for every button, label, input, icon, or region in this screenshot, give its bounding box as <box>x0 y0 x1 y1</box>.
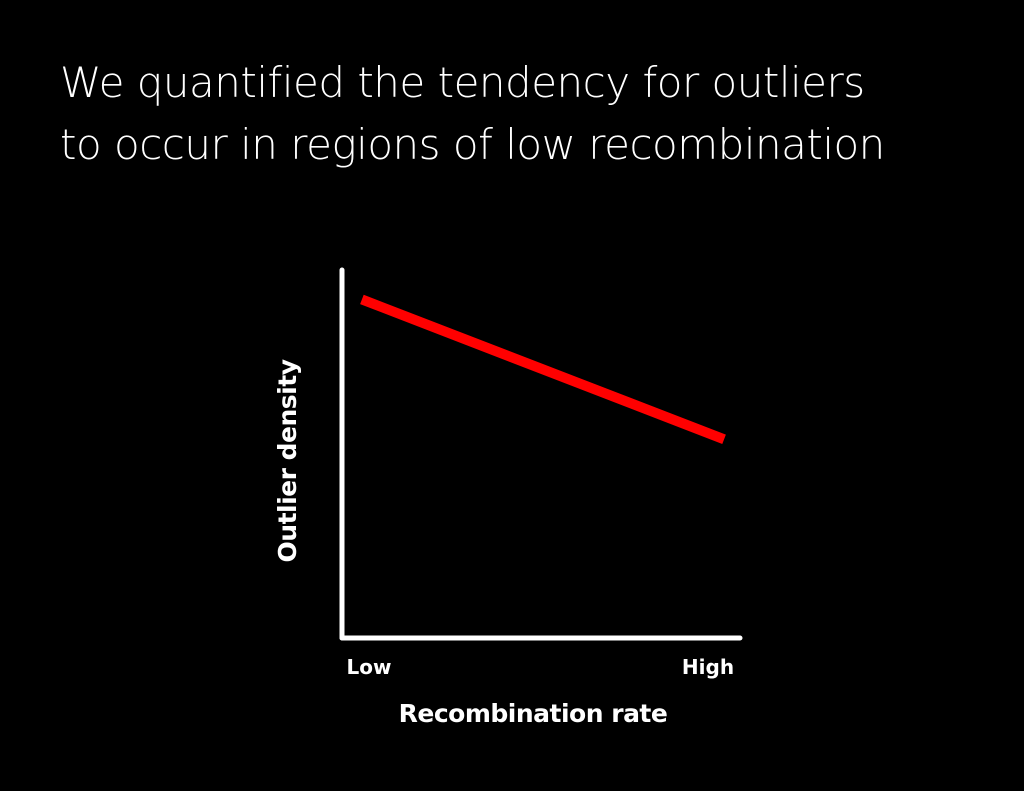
slide-title: We quantified the tendency for outliers … <box>60 52 1000 176</box>
y-axis-label: Outlier density <box>273 359 302 562</box>
slide-title-line-1: We quantified the tendency for outliers <box>60 58 865 107</box>
x-axis-label: Recombination rate <box>399 699 668 728</box>
slide-title-line-2: to occur in regions of low recombination <box>60 120 885 169</box>
series-layer <box>360 294 726 444</box>
x-tick-low: Low <box>347 655 392 679</box>
series-line-1 <box>360 294 726 444</box>
x-tick-high: High <box>682 655 734 679</box>
